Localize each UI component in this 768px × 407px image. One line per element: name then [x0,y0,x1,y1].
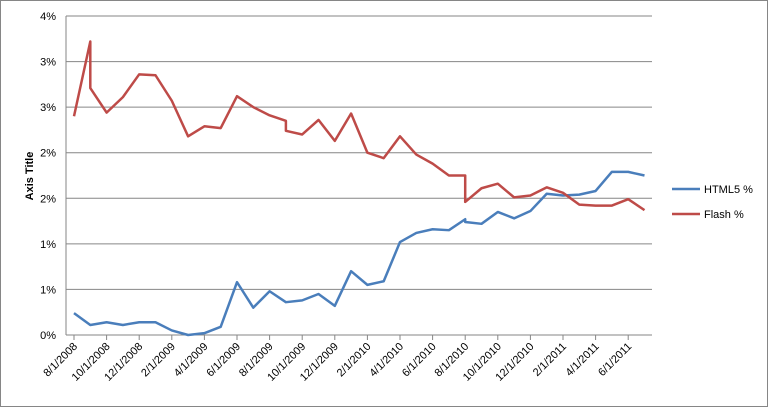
y-tick-label: 1% [40,239,56,251]
y-axis-title: Axis Title [24,152,36,201]
legend-label: HTML5 % [704,184,753,196]
y-tick-label: 1% [40,284,56,296]
series-line [73,170,645,337]
y-tick-label: 2% [40,148,56,160]
y-tick-label: 2% [40,193,56,205]
y-tick-label: 3% [40,57,56,69]
series-line [72,40,646,212]
y-tick-label: 0% [40,330,56,342]
legend-label: Flash % [704,209,744,221]
y-tick-label: 4% [40,11,56,23]
y-tick-label: 3% [40,102,56,114]
